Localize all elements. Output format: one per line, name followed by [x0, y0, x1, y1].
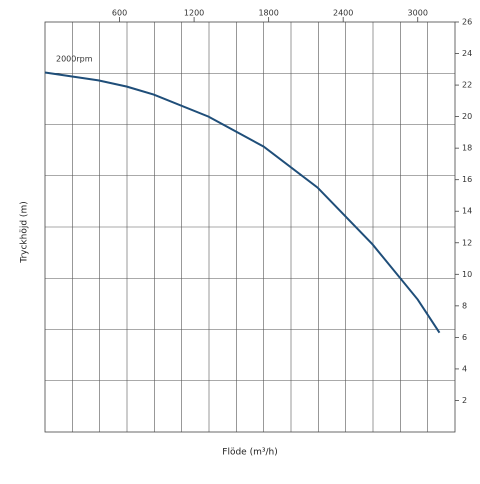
x-tick-label: 1200: [184, 9, 204, 18]
y-tick-label: 22: [462, 81, 472, 90]
curve-label: 2000rpm: [56, 55, 93, 64]
y-tick-label: 8: [462, 301, 467, 310]
x-tick-label: 2400: [333, 9, 353, 18]
x-axis-title: Flöde (m³/h): [222, 448, 277, 458]
y-tick-label: 16: [462, 175, 472, 184]
x-tick-label: 600: [112, 9, 127, 18]
x-tick-label: 3000: [408, 9, 428, 18]
y-tick-label: 10: [462, 270, 472, 279]
y-tick-label: 18: [462, 144, 472, 153]
plot-frame: [44, 21, 456, 433]
y-tick-label: 26: [462, 18, 472, 27]
x-tick-label: 1800: [258, 9, 278, 18]
y-tick-label: 4: [462, 364, 467, 373]
y-tick-label: 14: [462, 207, 472, 216]
y-tick-label: 20: [462, 112, 472, 121]
y-tick-label: 6: [462, 333, 467, 342]
y-axis-title: Tryckhöjd (m): [20, 201, 30, 263]
y-tick-label: 24: [462, 49, 472, 58]
y-tick-label: 2: [462, 396, 467, 405]
y-tick-label: 12: [462, 238, 472, 247]
curve: [44, 71, 441, 334]
